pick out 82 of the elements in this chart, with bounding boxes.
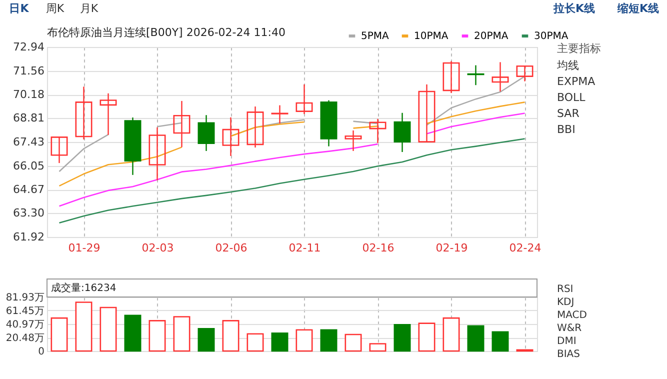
- text: 周K: [46, 2, 65, 15]
- bar: [442, 317, 460, 352]
- y-tick-label: 70.18: [13, 88, 44, 102]
- candlestick: [148, 126, 166, 181]
- text: BIAS: [557, 349, 580, 360]
- x-tick-label: 01-29: [68, 242, 100, 254]
- candlestick: [198, 114, 215, 152]
- candlestick: [344, 130, 362, 152]
- text: 成交量:16234: [51, 282, 116, 294]
- text: 均线: [556, 59, 579, 72]
- x-tick-label: 02-11: [288, 242, 321, 254]
- y-tick-label: 61.45万: [6, 306, 44, 317]
- text: RSI: [557, 284, 574, 295]
- chart-title: 布伦特原油当月连续[B00Y] 2026-02-24 11:40: [47, 26, 286, 39]
- candlestick: [394, 112, 411, 153]
- y-tick-label: 63.30: [13, 206, 44, 220]
- bar: [198, 328, 215, 352]
- candlestick: [369, 118, 386, 144]
- candlestick: [222, 116, 240, 157]
- candlestick: [246, 106, 264, 148]
- bar: [124, 314, 142, 352]
- y-tick-label: 64.67: [13, 183, 44, 196]
- y-tick-label: 68.81: [13, 112, 44, 125]
- text: 主要指标: [557, 42, 601, 55]
- bar: [394, 324, 411, 352]
- y-tick-label: 20.48万: [6, 333, 44, 344]
- text: 拉长K线: [552, 2, 595, 15]
- line-series: [58, 138, 526, 224]
- candlestick: [173, 100, 190, 148]
- legend-label: 20PMA: [474, 31, 508, 42]
- candlestick: [492, 62, 509, 92]
- bar: [418, 322, 436, 352]
- text: EXPMA: [557, 75, 596, 88]
- text: 日K: [9, 2, 30, 15]
- candlestick: [75, 86, 92, 140]
- text: MACD: [557, 310, 588, 321]
- legend-label: 5PMA: [361, 31, 390, 42]
- candlestick: [418, 84, 436, 142]
- bar: [222, 320, 240, 352]
- candlestick: [271, 104, 288, 124]
- y-tick-label: 71.56: [13, 64, 44, 78]
- bar: [344, 334, 362, 352]
- x-tick-label: 02-16: [362, 242, 394, 254]
- y-tick-label: 61.92: [13, 230, 44, 244]
- y-tick-label: 66.05: [13, 159, 44, 172]
- candlestick: [100, 92, 117, 136]
- y-tick-label: 0: [38, 346, 44, 358]
- bar: [173, 316, 190, 352]
- text: 缩短K线: [616, 2, 659, 15]
- text: W&R: [557, 323, 582, 334]
- bar: [320, 329, 338, 352]
- bar: [148, 320, 166, 352]
- legend-label: 30PMA: [534, 31, 568, 42]
- text: SAR: [557, 107, 580, 120]
- bar: [296, 329, 313, 352]
- x-tick-label: 02-06: [215, 242, 248, 254]
- bar: [50, 317, 68, 352]
- text: 月K: [80, 2, 99, 15]
- bar: [100, 306, 117, 352]
- text: BBI: [557, 123, 576, 136]
- candlestick: [50, 136, 68, 164]
- x-tick-label: 02-19: [436, 242, 468, 254]
- text: BOLL: [557, 91, 586, 104]
- y-tick-label: 67.43: [13, 136, 44, 148]
- bar: [492, 331, 509, 352]
- y-tick-label: 40.97万: [6, 319, 44, 330]
- bar: [467, 325, 484, 352]
- candlestick: [467, 64, 484, 86]
- bar: [75, 302, 92, 352]
- candlestick: [516, 65, 534, 82]
- x-tick-label: 02-03: [142, 242, 174, 254]
- bar: [271, 332, 288, 352]
- text: DMI: [557, 336, 576, 347]
- text: KDJ: [557, 297, 574, 308]
- bar: [369, 343, 386, 352]
- candlestick: [296, 84, 313, 115]
- bar: [246, 333, 264, 352]
- x-tick-label: 02-24: [509, 242, 542, 254]
- y-tick-label: 81.93万: [6, 292, 44, 304]
- legend-label: 10PMA: [414, 31, 448, 42]
- candlestick: [442, 60, 460, 94]
- y-tick-label: 72.94: [13, 40, 44, 54]
